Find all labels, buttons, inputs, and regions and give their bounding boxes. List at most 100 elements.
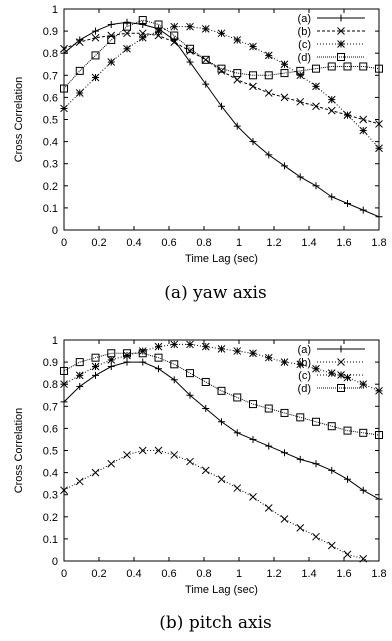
data-point	[359, 486, 367, 494]
data-point	[312, 64, 320, 73]
legend-label: (d)	[298, 383, 311, 395]
x-tick-label: 1.2	[266, 237, 281, 249]
y-tick-label: 0	[52, 556, 58, 568]
legend-marker	[337, 371, 345, 379]
data-point-box	[91, 51, 100, 60]
data-point	[186, 58, 194, 66]
data-point	[107, 349, 116, 358]
chart-1: 0 0.1 0.2 0.3 0.4 0.5 0.6 0.7 0.8 0.9 1 0 0.2 0.4 0.6 0…	[13, 4, 387, 303]
data-point	[296, 66, 305, 75]
data-point-box	[280, 69, 289, 78]
y-tick-label: 0.9	[43, 357, 58, 369]
data-point	[343, 111, 352, 119]
data-point-d2	[233, 75, 242, 84]
data-point	[249, 349, 257, 358]
data-point-d2	[312, 102, 320, 111]
data-point-d2	[107, 356, 116, 364]
data-point	[91, 353, 100, 362]
data-point	[343, 550, 352, 559]
data-point	[312, 364, 320, 373]
data-point	[217, 64, 226, 73]
data-point-d2	[296, 71, 305, 80]
data-point	[359, 115, 368, 124]
data-point	[186, 457, 194, 466]
data-point	[170, 340, 179, 349]
x-tick-label: 1.8	[371, 237, 386, 249]
data-point-d2	[201, 466, 210, 475]
data-point-d2	[91, 33, 100, 42]
data-point-box	[186, 369, 194, 378]
data-point	[60, 84, 68, 93]
data-point-d2	[60, 104, 68, 113]
data-point-d2	[249, 82, 257, 91]
data-point-d2	[107, 58, 116, 66]
data-point	[138, 446, 147, 455]
data-point	[312, 182, 320, 190]
data-point-d2	[264, 353, 273, 362]
data-point-d2	[60, 44, 68, 53]
x-tick-label: 1.6	[336, 237, 351, 249]
y-tick-label: 0.3	[43, 490, 58, 502]
y-tick-label: 0.9	[43, 26, 58, 38]
data-point-d2	[60, 486, 68, 495]
data-point	[233, 122, 241, 130]
data-point	[170, 31, 179, 40]
legend-marker	[337, 14, 345, 22]
legend-label: (c)	[298, 39, 311, 51]
data-point-box	[91, 353, 100, 362]
data-point	[344, 475, 351, 483]
data-point	[75, 89, 84, 97]
data-point-d2	[296, 360, 305, 369]
data-point-box	[138, 349, 147, 358]
data-point-d2	[343, 550, 352, 559]
data-point-d2	[327, 95, 336, 104]
data-point	[170, 451, 179, 459]
data-point	[296, 413, 305, 422]
data-point	[154, 342, 163, 351]
data-point-d2	[107, 459, 116, 468]
data-point-box	[312, 417, 320, 426]
data-point-d2	[375, 386, 383, 395]
data-point	[359, 554, 368, 563]
data-point	[75, 358, 84, 367]
data-point	[186, 369, 194, 378]
data-point-d2	[138, 33, 147, 42]
data-point-d2	[91, 73, 100, 82]
data-point-d2	[217, 344, 226, 353]
data-point-d2	[107, 31, 116, 40]
y-tick-label: 0	[52, 225, 58, 237]
y-tick-label: 0.4	[43, 137, 58, 149]
data-point-d2	[375, 144, 383, 153]
data-point-d2	[296, 523, 305, 532]
data-point	[155, 365, 162, 373]
data-point	[186, 391, 194, 399]
data-point-d2	[123, 451, 131, 459]
data-point	[233, 347, 242, 355]
data-point-box	[60, 84, 68, 93]
data-point-d2	[280, 93, 289, 102]
data-point	[138, 16, 147, 25]
data-point	[107, 363, 115, 371]
data-point-d2	[343, 111, 352, 119]
data-point-box	[375, 64, 383, 73]
data-point-box	[138, 16, 147, 25]
x-tick-label: 0.8	[196, 568, 211, 580]
series-x	[60, 29, 383, 128]
data-point	[280, 515, 289, 523]
data-point-d2	[170, 38, 179, 47]
data-point	[123, 22, 131, 31]
data-point-box	[312, 64, 320, 73]
data-point	[249, 400, 257, 409]
data-point	[296, 455, 304, 463]
y-tick-label: 0.6	[43, 423, 58, 435]
data-point-d2	[280, 515, 289, 523]
data-point	[249, 435, 257, 443]
data-point-d2	[217, 29, 226, 38]
data-point-d2	[359, 554, 368, 563]
data-point	[281, 162, 288, 170]
data-point-d2	[359, 115, 368, 124]
legend-label: (a)	[298, 13, 311, 25]
data-point	[217, 475, 226, 484]
x-tick-label: 0.2	[91, 568, 106, 580]
data-point-box	[60, 366, 68, 375]
